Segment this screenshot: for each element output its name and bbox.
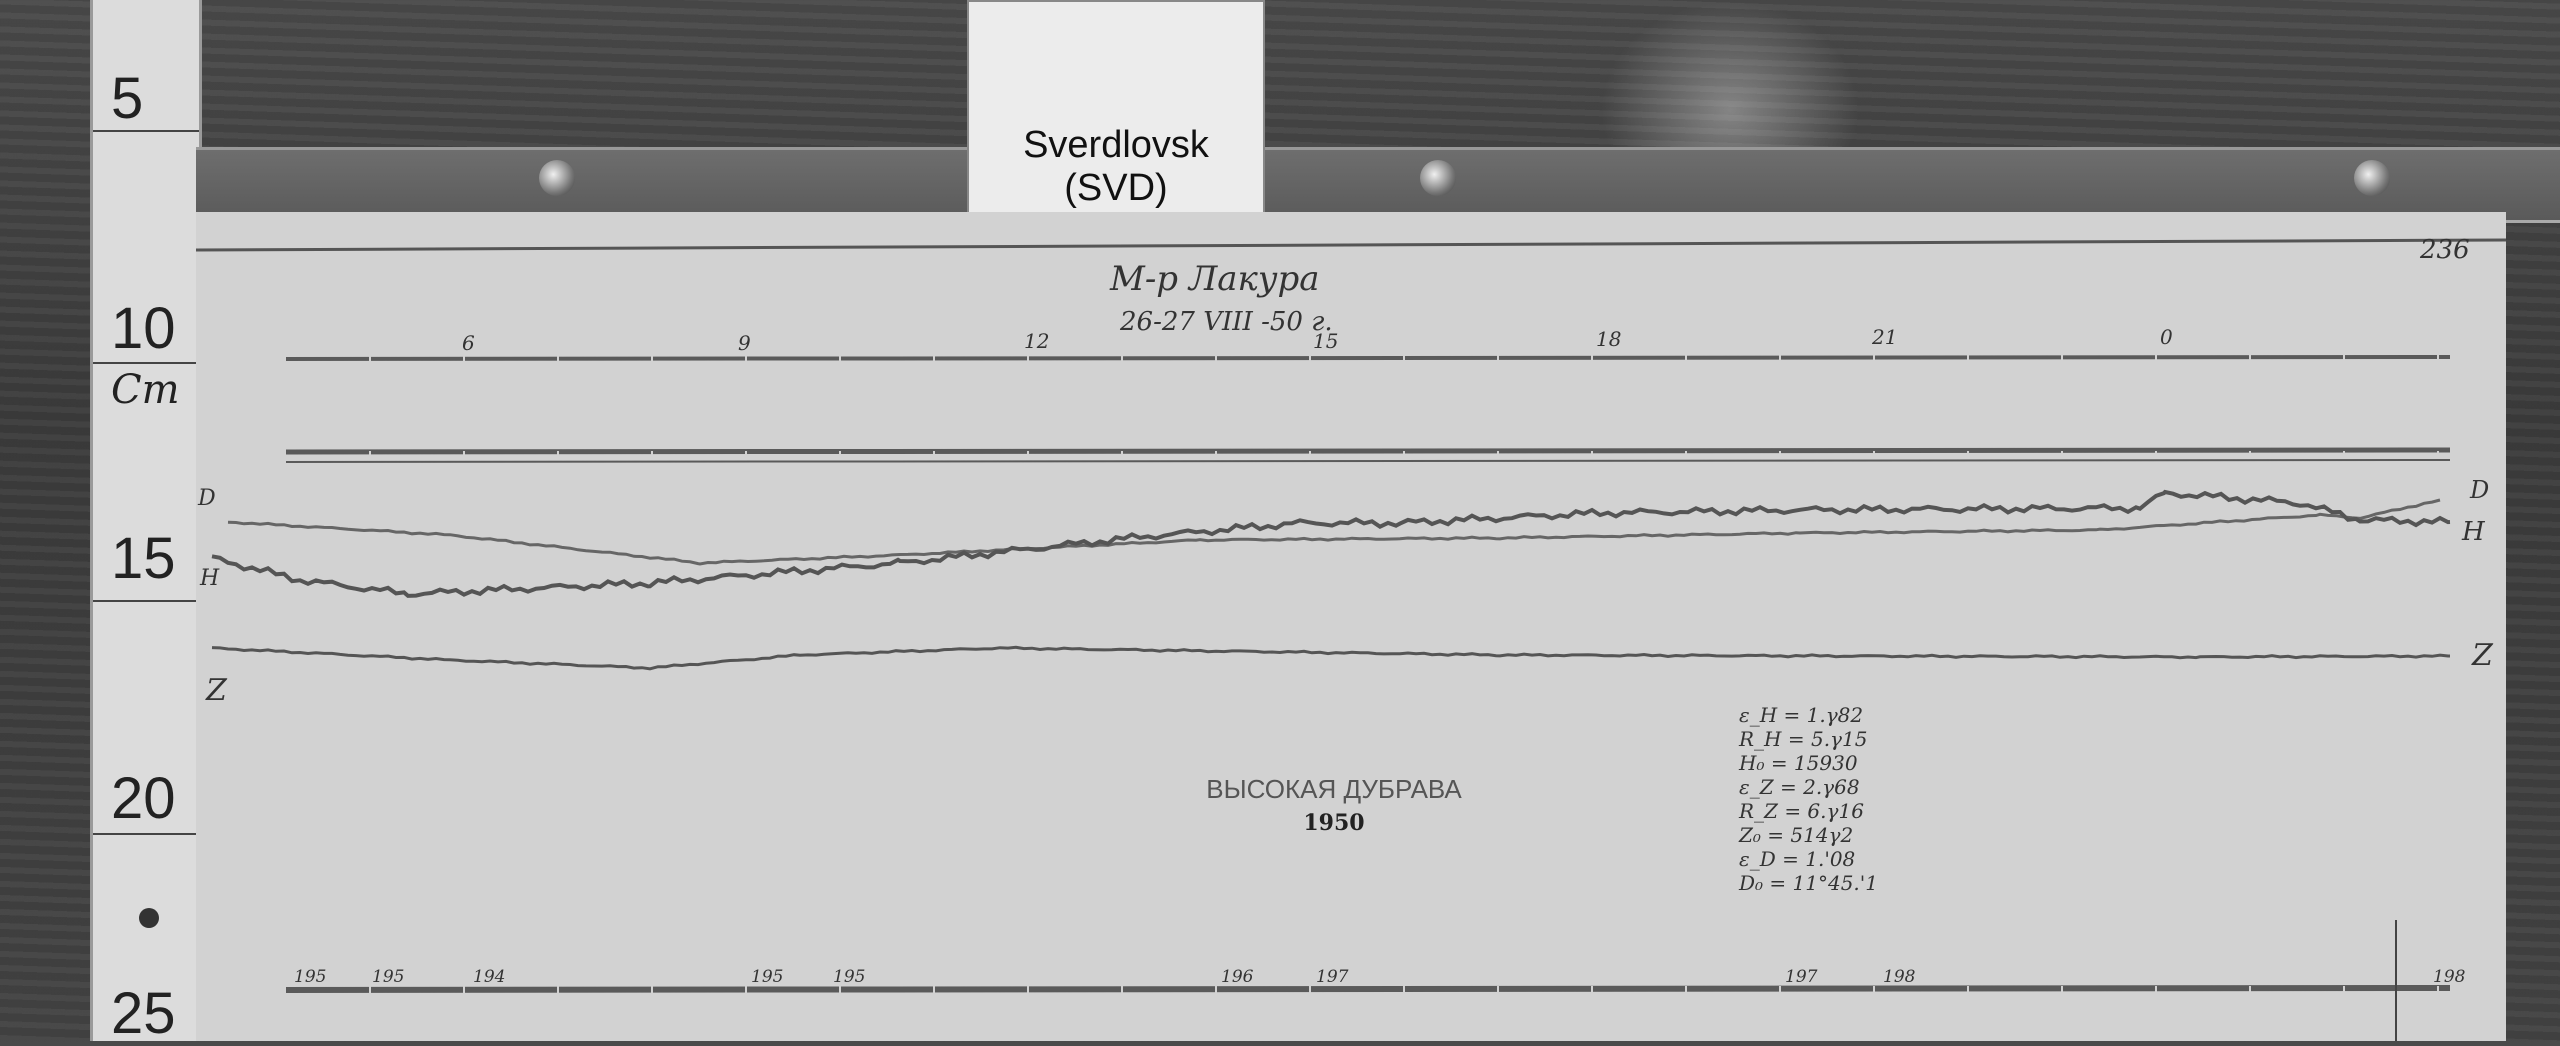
trace-d [227, 498, 2441, 566]
baseline [285, 985, 2451, 993]
trace-label-z-left: Z [205, 673, 228, 708]
ruler-tick [93, 130, 199, 132]
observatory-name: М-р Лакура [1109, 259, 1320, 299]
parameter-value: R_H = 5.γ15 [1738, 727, 1867, 751]
temperature-label: 196 [1221, 967, 1254, 987]
ruler-number: 5 [111, 66, 144, 131]
parameter-value: H₀ = 15930 [1738, 751, 1858, 775]
trace-label-d-left: D [197, 486, 216, 511]
hour-label: 15 [1313, 329, 1338, 353]
ruler-tick [93, 833, 199, 835]
trace-z [211, 645, 2450, 671]
time-axis [285, 355, 2451, 994]
ruler-tick [93, 362, 199, 364]
ruler-tick [93, 600, 199, 602]
ruler-number: 20 [111, 766, 176, 831]
trace-label-h: H [2461, 517, 2486, 547]
ruler-number: 10 [111, 296, 176, 361]
parameter-value: ε_D = 1.'08 [1739, 847, 1855, 871]
trace-label-z: Z [2471, 638, 2494, 673]
hour-label: 21 [1871, 325, 1897, 349]
screw-icon [1420, 160, 1456, 196]
temperature-label: 198 [1883, 967, 1916, 987]
parameter-value: D₀ = 11°45.'1 [1738, 871, 1878, 895]
ruler-number: 15 [111, 526, 176, 591]
record-date: 26-27 VIII -50 г. [1119, 307, 1333, 337]
temperature-label: 195 [372, 967, 404, 987]
baseline [285, 355, 2451, 361]
temperature-label: 197 [1316, 967, 1349, 987]
sheet-number: 236 [2419, 235, 2470, 265]
temperature-label: 194 [473, 967, 505, 987]
temperature-label: 197 [1785, 967, 1818, 987]
hour-label: 12 [1024, 329, 1049, 353]
hour-label: 18 [1596, 327, 1621, 351]
hour-label: 6 [462, 331, 475, 355]
hour-label: 0 [2160, 325, 2173, 349]
temperature-label: 195 [751, 967, 783, 987]
temperature-label: 198 [2433, 967, 2466, 987]
station-label-card: Sverdlovsk (SVD) [967, 0, 1265, 218]
baseline [285, 447, 2451, 455]
screw-icon [539, 160, 575, 196]
ruler-unit: Cm [111, 367, 180, 413]
ruler-number: 25 [111, 981, 176, 1046]
trace-h [211, 489, 2451, 598]
station-name: ВЫСОКАЯ ДУБРАВА [1206, 774, 1462, 804]
station-year: 1950 [1303, 810, 1364, 836]
trace-label-d: D [2469, 476, 2489, 504]
temperature-marks: 195 195 194 195 195 196 197 197 198 198 [294, 967, 2466, 987]
screw-icon [2354, 160, 2390, 196]
ruler: 5 10 Cm 15 20 25 [90, 0, 202, 1046]
temperature-label: 195 [833, 967, 865, 987]
magnetogram-sheet [196, 212, 2506, 1041]
baseline [285, 459, 2451, 463]
hour-marks: 6 9 12 15 18 21 0 [462, 325, 2173, 355]
paper-top-edge [195, 238, 2507, 252]
trace-label-h-left: H [199, 566, 220, 591]
parameter-value: R_Z = 6.γ16 [1738, 799, 1864, 823]
plastic-strip [196, 147, 2560, 223]
station-label-text: Sverdlovsk (SVD) [1023, 124, 1209, 209]
ruler-hole [139, 908, 159, 928]
parameter-value: Z₀ = 514γ2 [1738, 823, 1853, 847]
parameter-value: ε_H = 1.γ82 [1739, 703, 1863, 727]
parameter-value: ε_Z = 2.γ68 [1739, 775, 1860, 799]
temperature-label: 195 [294, 967, 326, 987]
hour-label: 9 [738, 331, 751, 355]
